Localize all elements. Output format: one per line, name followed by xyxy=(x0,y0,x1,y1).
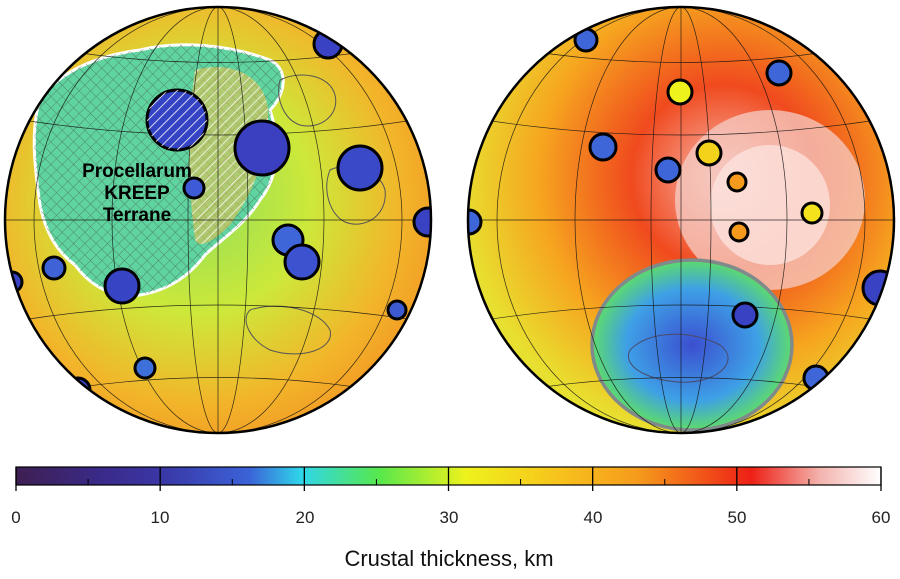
nearside-hemisphere: Procellarum KREEP Terrane xyxy=(3,5,433,435)
colorbar: 0 10 20 30 40 50 60 Crustal thickness, k… xyxy=(11,466,890,571)
colorbar-tick-labels: 0 10 20 30 40 50 60 xyxy=(11,508,890,527)
farside-hemisphere xyxy=(466,5,896,435)
colorbar-tick-label-60: 60 xyxy=(872,508,891,527)
terrane-label-line-3: Terrane xyxy=(103,205,171,226)
colorbar-title: Crustal thickness, km xyxy=(344,546,553,571)
colorbar-tick-label-40: 40 xyxy=(584,508,603,527)
terrane-label-line-2: KREEP xyxy=(104,183,170,204)
terrane-label-line-1: Procellarum xyxy=(82,161,192,182)
south-pole-aitken-basin xyxy=(590,258,794,432)
colorbar-tick-label-50: 50 xyxy=(728,508,747,527)
colorbar-tick-label-10: 10 xyxy=(151,508,170,527)
colorbar-tick-label-20: 20 xyxy=(296,508,315,527)
colorbar-tick-label-30: 30 xyxy=(440,508,459,527)
colorbar-tick-label-0: 0 xyxy=(11,508,20,527)
colorbar-ticks xyxy=(15,467,882,491)
